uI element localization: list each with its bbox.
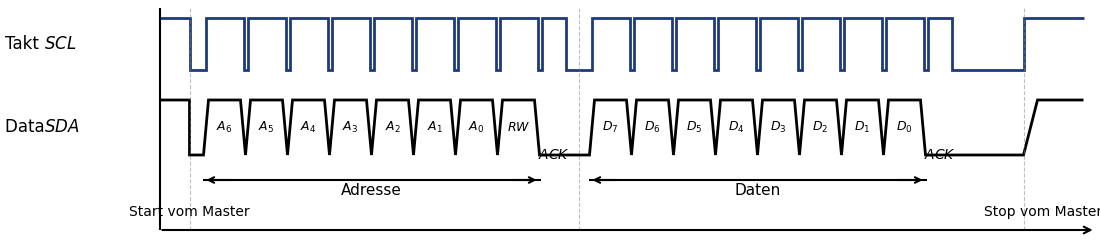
- Text: $\mathit{A}_{5}$: $\mathit{A}_{5}$: [258, 120, 275, 135]
- Text: $\mathit{D}_{6}$: $\mathit{D}_{6}$: [645, 120, 661, 135]
- Text: $\mathit{D}_{0}$: $\mathit{D}_{0}$: [896, 120, 913, 135]
- Text: $\mathit{RW}$: $\mathit{RW}$: [507, 121, 530, 134]
- Text: $\mathit{D}_{4}$: $\mathit{D}_{4}$: [728, 120, 745, 135]
- Text: $\mathit{D}_{1}$: $\mathit{D}_{1}$: [855, 120, 871, 135]
- Text: $\mathit{SCL}$: $\mathit{SCL}$: [44, 35, 76, 53]
- Text: Adresse: Adresse: [341, 183, 402, 198]
- Text: Stop vom Master: Stop vom Master: [984, 205, 1100, 219]
- Text: $\mathit{A}_{2}$: $\mathit{A}_{2}$: [385, 120, 400, 135]
- Text: $\mathit{A}_{6}$: $\mathit{A}_{6}$: [217, 120, 232, 135]
- Text: $\mathit{A}_{4}$: $\mathit{A}_{4}$: [300, 120, 317, 135]
- Text: Data: Data: [6, 118, 50, 136]
- Text: $\mathit{A}_{1}$: $\mathit{A}_{1}$: [427, 120, 442, 135]
- Text: $\mathit{D}_{5}$: $\mathit{D}_{5}$: [686, 120, 703, 135]
- Text: $\mathit{D}_{3}$: $\mathit{D}_{3}$: [770, 120, 786, 135]
- Text: $\mathit{D}_{2}$: $\mathit{D}_{2}$: [813, 120, 828, 135]
- Text: Start vom Master: Start vom Master: [129, 205, 250, 219]
- Text: Takt: Takt: [6, 35, 44, 53]
- Text: $\mathit{A}_{3}$: $\mathit{A}_{3}$: [342, 120, 359, 135]
- Text: $\mathit{SDA}$: $\mathit{SDA}$: [44, 118, 79, 136]
- Text: $\mathit{ACK}$: $\mathit{ACK}$: [924, 148, 956, 162]
- Text: Daten: Daten: [735, 183, 781, 198]
- Text: $\mathit{D}_{7}$: $\mathit{D}_{7}$: [602, 120, 619, 135]
- Text: $\mathit{ACK}$: $\mathit{ACK}$: [538, 148, 570, 162]
- Text: $\mathit{A}_{0}$: $\mathit{A}_{0}$: [469, 120, 485, 135]
